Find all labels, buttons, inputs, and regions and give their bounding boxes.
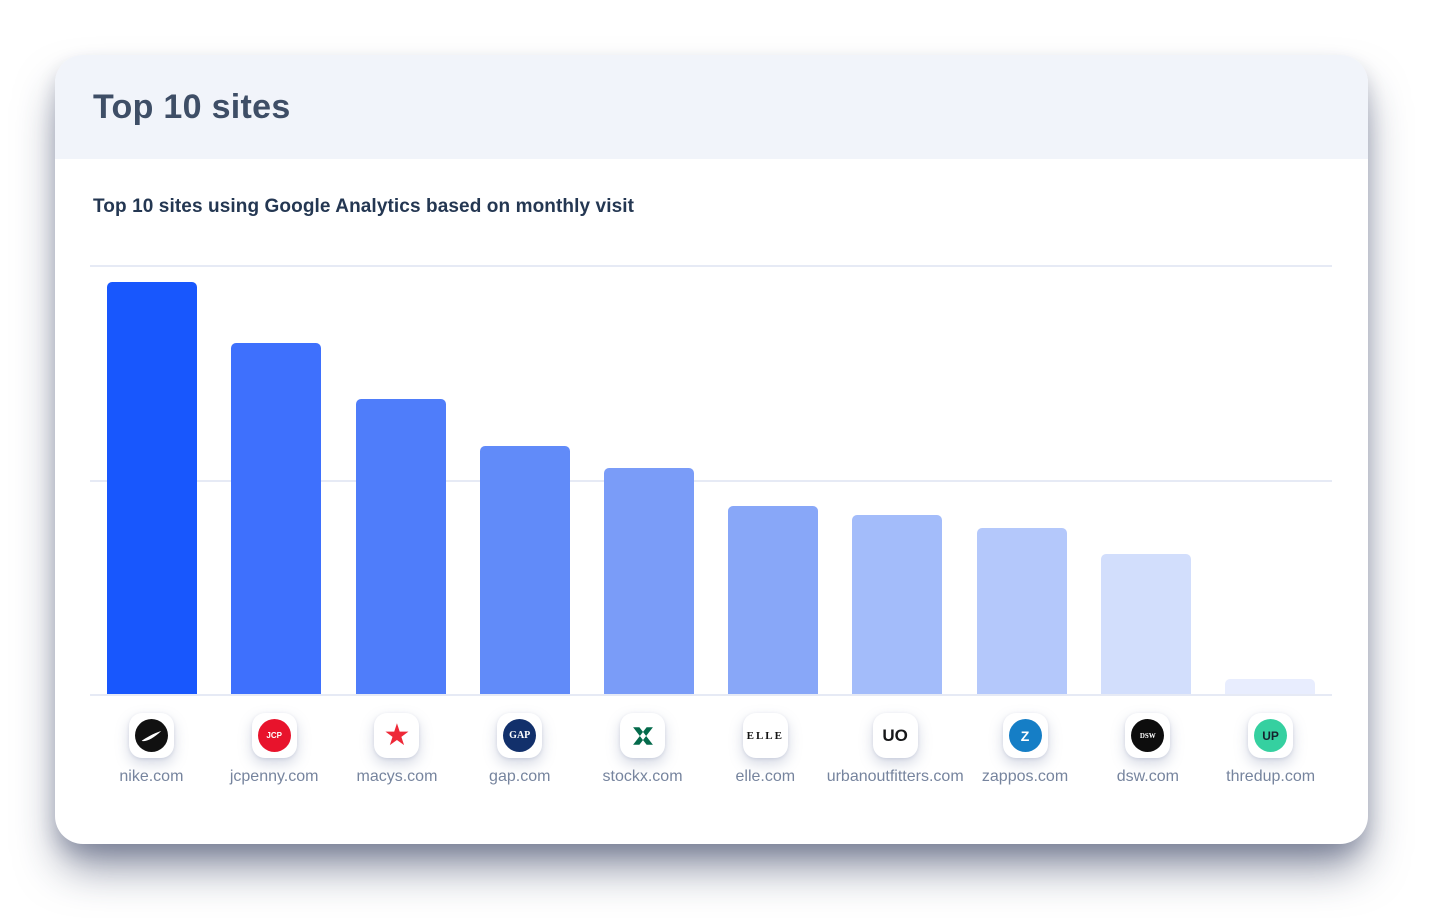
bar-chart	[90, 265, 1332, 696]
chart-bar-zappos.com[interactable]	[976, 527, 1067, 696]
bar-cell	[835, 265, 959, 696]
site-column: UO urbanoutfitters.com	[827, 713, 964, 786]
chart-bar-nike.com[interactable]	[107, 282, 198, 696]
bar-cell	[1084, 265, 1208, 696]
chart-bar-urbanoutfitters.com[interactable]	[852, 514, 943, 696]
chart-bar-dsw.com[interactable]	[1100, 553, 1191, 696]
site-column: stockx.com	[581, 713, 704, 786]
card-header: Top 10 sites	[55, 55, 1368, 159]
chart-subtitle: Top 10 sites using Google Analytics base…	[93, 196, 635, 217]
card-body: Top 10 sites using Google Analytics base…	[55, 196, 1368, 786]
chart-bar-gap.com[interactable]	[479, 446, 570, 696]
site-column: JCP jcpenny.com	[213, 713, 336, 786]
stockx-x-icon	[632, 726, 653, 745]
chart-bar-stockx.com[interactable]	[603, 467, 694, 696]
site-icon-tile	[128, 713, 174, 758]
bar-cell	[959, 265, 1083, 696]
nike-swoosh-icon	[134, 719, 168, 752]
site-label: stockx.com	[602, 768, 683, 785]
site-column: GAP gap.com	[458, 713, 581, 786]
elle-icon: ELLE	[746, 729, 784, 742]
gridline-baseline	[90, 694, 1332, 696]
gap-icon: GAP	[503, 719, 537, 752]
top-sites-card: Top 10 sites Top 10 sites using Google A…	[55, 55, 1368, 844]
site-label: jcpenny.com	[229, 768, 319, 785]
chart-bar-thredup.com[interactable]	[1224, 678, 1315, 696]
site-icon-tile: DSW	[1125, 713, 1171, 758]
bar-cell	[711, 265, 835, 696]
site-label: dsw.com	[1116, 768, 1179, 785]
bar-cell	[90, 265, 214, 696]
site-label: gap.com	[489, 768, 551, 785]
bar-cell	[463, 265, 587, 696]
chart-bar-elle.com[interactable]	[728, 506, 819, 696]
gridline-middle	[90, 479, 1332, 482]
site-column: DSW dsw.com	[1086, 713, 1209, 786]
dsw-icon: DSW	[1131, 719, 1165, 752]
bar-cell	[214, 265, 338, 696]
urban-outfitters-icon: UO	[882, 725, 908, 745]
site-icon-tile: GAP	[497, 713, 543, 758]
jcpenney-icon: JCP	[257, 719, 291, 752]
site-icon-tile: Z	[1002, 713, 1048, 758]
site-label: elle.com	[735, 768, 796, 785]
bar-cell	[1208, 265, 1332, 696]
site-column: UP thredup.com	[1209, 713, 1332, 786]
site-icon-tile: ELLE	[742, 713, 788, 758]
bar-cell	[338, 265, 462, 696]
zappos-icon: Z	[1008, 719, 1042, 752]
site-icon-tile	[620, 713, 666, 758]
page-title: Top 10 sites	[93, 87, 291, 126]
gridline-top	[90, 265, 1332, 267]
site-icon-tile: ★	[374, 713, 420, 758]
chart-bar-macys.com[interactable]	[355, 398, 446, 696]
site-label: nike.com	[119, 768, 184, 785]
chart-bar-jcpenny.com[interactable]	[231, 342, 322, 696]
site-icon-tile: UO	[872, 713, 918, 758]
site-label: thredup.com	[1226, 768, 1316, 785]
thredup-icon: UP	[1254, 719, 1288, 752]
site-label: urbanoutfitters.com	[826, 768, 964, 785]
macys-star-icon: ★	[383, 718, 411, 752]
site-column: ★ macys.com	[336, 713, 459, 786]
site-icon-tile: UP	[1248, 713, 1294, 758]
site-column: ELLE elle.com	[704, 713, 827, 786]
site-icon-tile: JCP	[251, 713, 297, 758]
site-label: macys.com	[356, 768, 438, 785]
bar-cell	[587, 265, 711, 696]
site-label: zappos.com	[981, 768, 1069, 785]
site-icons-row: nike.com JCP jcpenny.com ★ macys.com GAP…	[90, 713, 1332, 786]
site-column: nike.com	[90, 713, 213, 786]
bar-series	[90, 265, 1332, 696]
site-column: Z zappos.com	[964, 713, 1087, 786]
